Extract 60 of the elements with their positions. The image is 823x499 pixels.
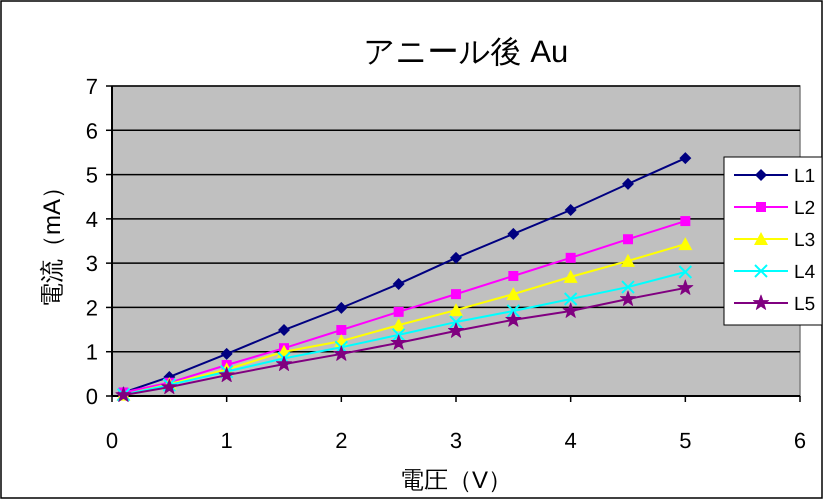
point (276, 356, 292, 371)
point (506, 304, 520, 318)
point (505, 311, 522, 327)
point (390, 334, 407, 350)
point (450, 252, 462, 264)
point (620, 290, 636, 306)
point (622, 178, 634, 190)
point (564, 204, 577, 216)
x-tick-label: 4 (564, 428, 577, 453)
legend-label: L3 (794, 230, 816, 251)
x-tick-label: 3 (450, 428, 462, 453)
y-tick-label: 7 (86, 74, 98, 99)
point (677, 280, 694, 295)
y-axis-title: 電流（mA） (39, 175, 66, 307)
x-tick-label: 0 (106, 428, 118, 453)
point (566, 252, 576, 263)
legend-label: L5 (794, 294, 816, 315)
point (218, 366, 235, 382)
y-tick-label: 0 (86, 384, 98, 409)
point (507, 228, 520, 240)
y-tick-label: 6 (86, 118, 98, 144)
point (621, 280, 635, 294)
point (680, 216, 690, 226)
x-tick-label: 6 (794, 428, 806, 453)
point (564, 270, 578, 283)
point (448, 322, 464, 338)
point (508, 270, 518, 281)
point (335, 302, 348, 314)
x-axis-title: 電圧（V） (400, 467, 512, 494)
point (451, 289, 461, 300)
point (220, 348, 233, 360)
point (278, 324, 290, 336)
point (392, 328, 406, 342)
point (392, 278, 405, 290)
point (678, 265, 692, 279)
x-tick-label: 1 (220, 428, 233, 453)
point (506, 287, 520, 300)
point (678, 237, 692, 250)
point (333, 346, 350, 361)
x-tick-label: 2 (335, 428, 348, 453)
legend-label: L1 (794, 166, 816, 187)
point (564, 292, 578, 306)
point (277, 351, 291, 366)
point (621, 254, 635, 267)
legend-label: L2 (794, 198, 816, 219)
point (449, 303, 463, 316)
y-tick-label: 5 (86, 162, 98, 188)
chart-title: アニール後 Au (364, 34, 568, 69)
point (679, 152, 692, 164)
y-tick-label: 4 (86, 206, 98, 232)
point (623, 234, 633, 244)
y-tick-label: 1 (86, 340, 98, 365)
point (394, 306, 404, 317)
point (562, 302, 579, 318)
y-tick-label: 3 (86, 251, 98, 276)
legend-label: L4 (794, 262, 816, 283)
x-tick-label: 5 (679, 428, 692, 453)
point (336, 325, 346, 336)
point (449, 315, 463, 330)
y-tick-label: 2 (86, 295, 98, 320)
